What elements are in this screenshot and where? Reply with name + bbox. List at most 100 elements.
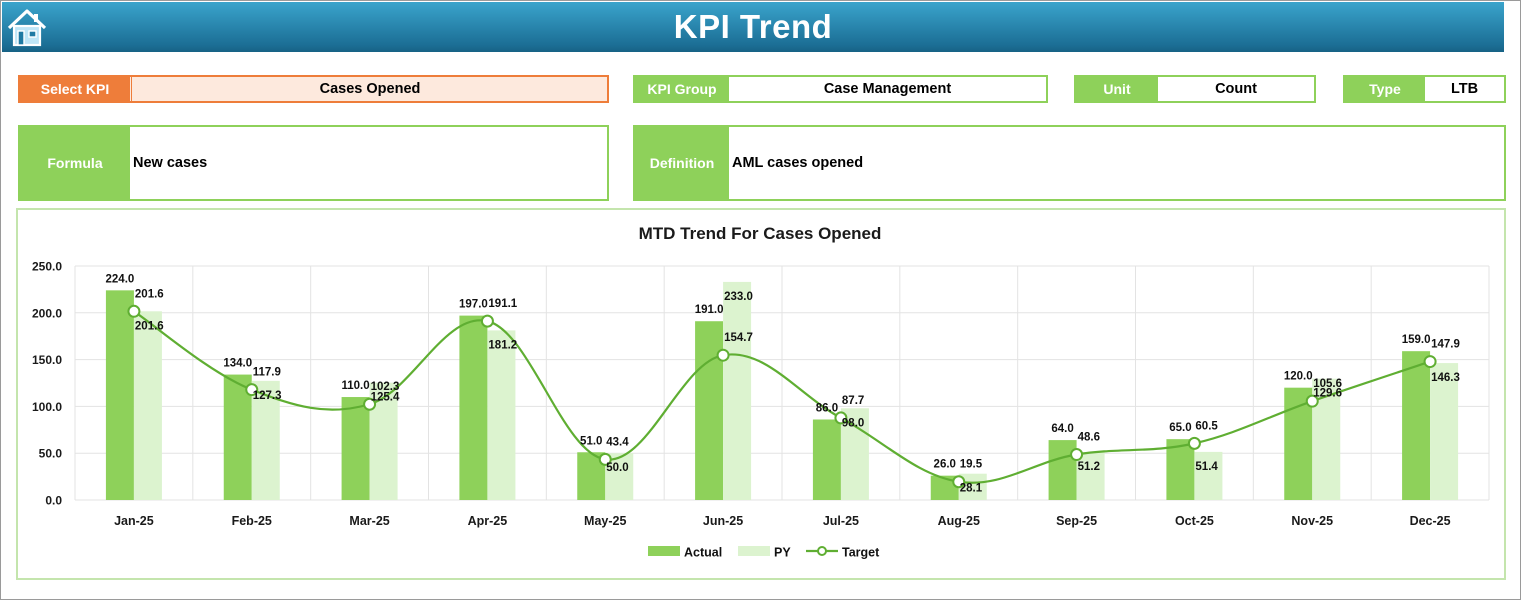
legend-marker-target (817, 546, 827, 556)
type-field: Type LTB (1343, 75, 1506, 103)
data-label-actual: 110.0 (342, 380, 370, 392)
data-label-py: 181.2 (488, 339, 517, 351)
definition-label: Definition (635, 127, 729, 199)
x-tick-label: Nov-25 (1291, 514, 1333, 528)
target-point (245, 383, 259, 397)
bar-actual (812, 419, 841, 500)
x-tick-label: Jul-25 (823, 514, 859, 528)
bar-actual (459, 315, 488, 500)
legend-swatch-py (738, 546, 770, 556)
kpi-group-value: Case Management (823, 81, 952, 97)
data-label-target: 105.6 (1313, 378, 1342, 390)
select-kpi-value[interactable]: Cases Opened (131, 77, 608, 101)
page-title: KPI Trend (673, 8, 833, 45)
data-label-target: 43.4 (606, 436, 629, 448)
data-label-target: 48.6 (1078, 432, 1100, 444)
y-tick-label: 100.0 (32, 400, 62, 414)
bar-actual (341, 397, 370, 500)
target-point (1070, 448, 1084, 462)
data-label-target: 201.6 (135, 288, 164, 300)
bar-py (1430, 363, 1459, 500)
kpi-group-label: KPI Group (635, 77, 729, 101)
data-label-target: 19.5 (960, 459, 983, 471)
x-tick-label: Mar-25 (349, 514, 389, 528)
legend-swatch-actual (648, 546, 680, 556)
x-tick-label: Sep-25 (1056, 514, 1097, 528)
formula-box: Formula New cases (18, 125, 609, 201)
x-tick-label: Jun-25 (703, 514, 743, 528)
data-label-target: 147.9 (1431, 339, 1460, 351)
bar-actual (1166, 439, 1195, 500)
x-tick-label: Feb-25 (232, 514, 272, 528)
bar-py (1194, 451, 1223, 500)
data-label-actual: 134.0 (223, 358, 252, 370)
data-label-target: 191.1 (488, 298, 517, 310)
y-tick-label: 150.0 (32, 353, 62, 367)
data-label-target: 154.7 (724, 332, 753, 344)
type-label: Type (1345, 77, 1425, 101)
bar-actual (223, 374, 252, 500)
header-bar: KPI Trend (2, 2, 1504, 52)
data-label-actual: 191.0 (695, 304, 724, 316)
bar-actual (695, 321, 724, 500)
data-label-py: 51.2 (1078, 461, 1100, 473)
x-tick-label: Oct-25 (1175, 514, 1214, 528)
data-label-py: 125.4 (371, 392, 400, 404)
type-value: LTB (1450, 81, 1479, 97)
bar-actual (1048, 440, 1077, 500)
data-label-target: 60.5 (1195, 420, 1218, 432)
definition-box: Definition AML cases opened (633, 125, 1506, 201)
data-label-py: 146.3 (1431, 372, 1460, 384)
data-label-py: 233.0 (724, 291, 753, 303)
target-point (127, 304, 141, 318)
bar-py (723, 281, 752, 500)
y-tick-label: 200.0 (32, 306, 62, 320)
kpi-group-field: KPI Group Case Management (633, 75, 1048, 103)
target-point (1187, 436, 1201, 450)
data-label-actual: 26.0 (934, 459, 956, 471)
target-point (1423, 355, 1437, 369)
legend-label-actual: Actual (684, 546, 722, 560)
unit-label: Unit (1076, 77, 1158, 101)
x-tick-label: Apr-25 (468, 514, 508, 528)
data-label-actual: 120.0 (1284, 371, 1313, 383)
target-point (363, 397, 377, 411)
data-label-target: 117.9 (253, 367, 281, 379)
legend-label-target: Target (842, 546, 880, 560)
bar-actual (105, 290, 134, 500)
bar-py (487, 330, 516, 500)
data-label-target: 102.3 (371, 381, 400, 393)
data-label-py: 98.0 (842, 417, 864, 429)
target-point (480, 314, 494, 328)
data-label-py: 201.6 (135, 320, 164, 332)
formula-label: Formula (20, 127, 130, 199)
select-kpi-field[interactable]: Select KPI Cases Opened (18, 75, 609, 103)
data-label-py: 129.6 (1313, 388, 1342, 400)
data-label-py: 50.0 (606, 462, 628, 474)
data-label-actual: 86.0 (816, 403, 838, 415)
y-tick-label: 50.0 (39, 447, 63, 461)
data-label-py: 51.4 (1195, 461, 1218, 473)
home-icon[interactable] (6, 7, 48, 47)
y-tick-label: 250.0 (32, 260, 62, 274)
unit-field: Unit Count (1074, 75, 1316, 103)
unit-value: Count (1215, 81, 1257, 97)
data-label-actual: 159.0 (1402, 334, 1431, 346)
x-tick-label: Aug-25 (938, 514, 980, 528)
bar-actual (1402, 351, 1431, 500)
select-kpi-label: Select KPI (20, 77, 130, 101)
target-point (834, 411, 848, 425)
bar-py (1076, 452, 1105, 500)
data-label-actual: 64.0 (1051, 423, 1073, 435)
x-tick-label: May-25 (584, 514, 626, 528)
data-label-actual: 197.0 (459, 299, 488, 311)
target-point (952, 475, 966, 489)
data-label-actual: 65.0 (1169, 422, 1191, 434)
legend-label-py: PY (774, 546, 791, 560)
data-label-py: 28.1 (960, 483, 983, 495)
x-tick-label: Dec-25 (1410, 514, 1451, 528)
formula-value: New cases (133, 155, 208, 171)
y-tick-label: 0.0 (45, 494, 62, 508)
data-label-py: 127.3 (253, 390, 282, 402)
